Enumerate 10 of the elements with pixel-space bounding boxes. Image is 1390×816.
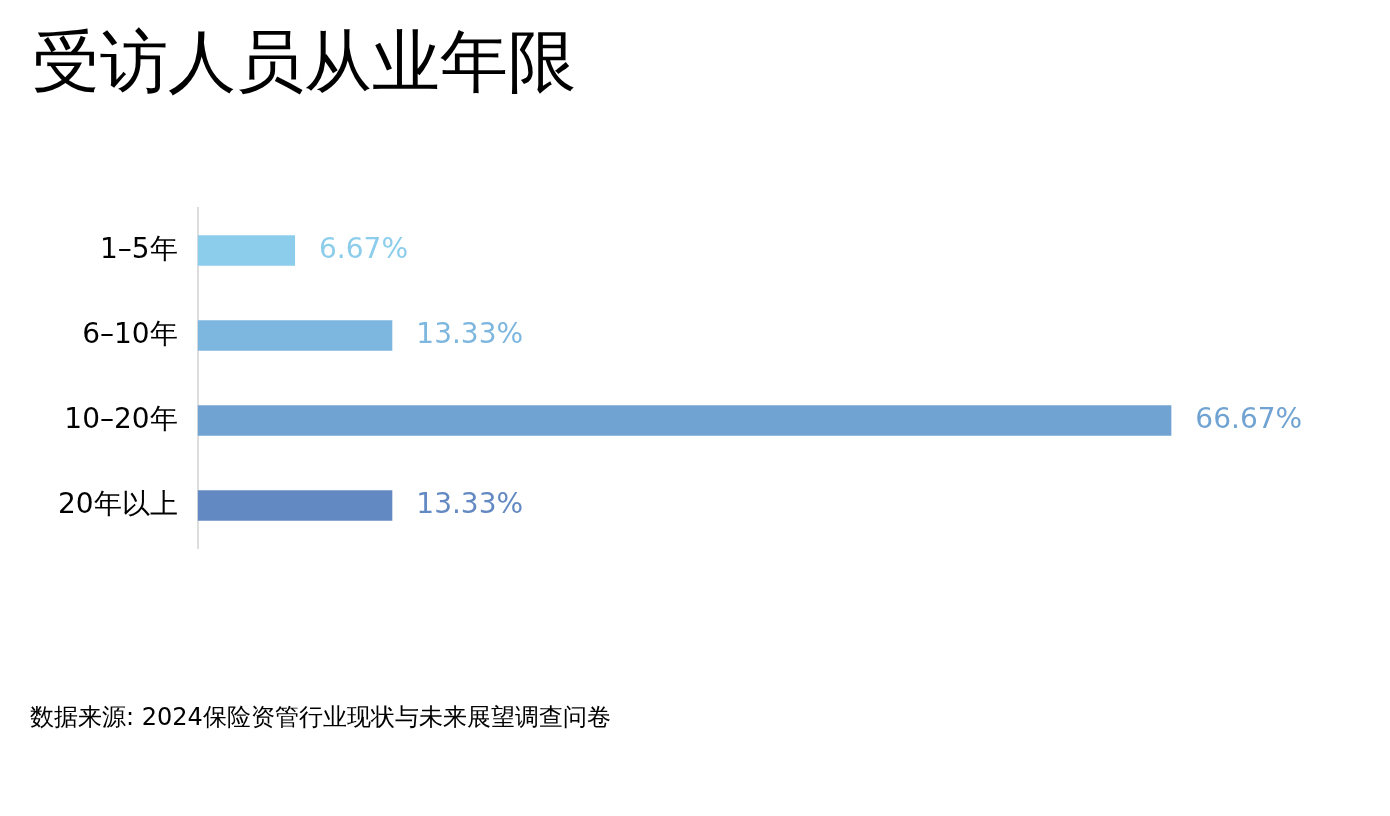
data-label: 66.67% bbox=[1195, 401, 1303, 435]
y-tick-label: 20年以上 bbox=[57, 486, 178, 520]
y-tick-label: 1–5年 bbox=[99, 231, 178, 265]
chart-title: 受访人员从业年限 bbox=[32, 22, 576, 102]
source-note: 数据来源: 2024保险资管行业现状与未来展望调查问卷 bbox=[30, 702, 611, 733]
data-label: 6.67% bbox=[319, 231, 408, 265]
y-tick-label: 6–10年 bbox=[82, 316, 178, 350]
y-tick-label: 10–20年 bbox=[64, 401, 178, 435]
data-label: 13.33% bbox=[416, 486, 524, 520]
data-label: 13.33% bbox=[416, 316, 524, 350]
